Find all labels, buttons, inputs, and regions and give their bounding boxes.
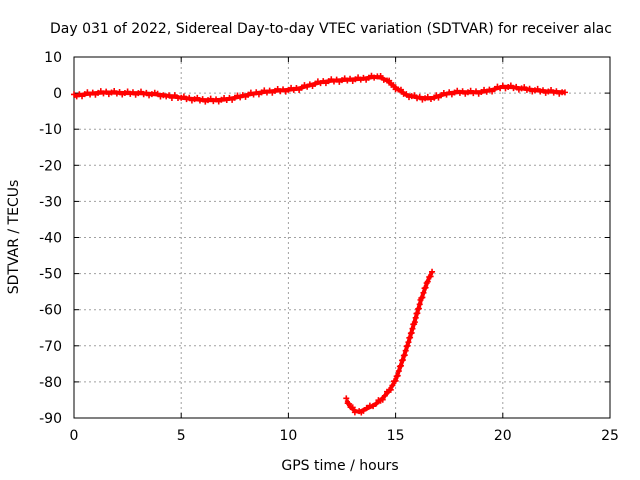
data-point [424,93,431,100]
x-tick-label: 10 [279,428,297,444]
data-point [160,92,167,99]
data-point [171,92,178,99]
chart-title: Day 031 of 2022, Sidereal Day-to-day VTE… [50,21,612,37]
data-point [405,339,412,346]
data-point [397,362,404,369]
data-point [399,357,406,364]
y-axis-label: SDTVAR / TECUs [6,180,22,295]
data-point [408,329,415,336]
data-point [424,278,431,285]
data-point [419,294,426,301]
data-point [404,342,411,349]
data-point [379,396,386,403]
y-tick-label: -20 [39,158,62,174]
x-tick-label: 20 [494,428,512,444]
data-point [402,347,409,354]
data-point [343,395,350,402]
data-point [371,74,378,81]
data-point [351,409,358,416]
data-point [427,95,434,102]
data-point [412,314,419,321]
grid-layer [74,57,610,418]
data-point [360,407,367,414]
data-point [409,325,416,332]
series-main [71,72,568,105]
series-negative-excursion [343,268,436,416]
data-point [414,310,421,317]
y-tick-label: 10 [44,50,62,66]
y-tick-label: -40 [39,231,62,247]
data-point [411,319,418,326]
data-point [429,268,436,275]
data-point [397,86,404,93]
y-tick-label: -10 [39,122,62,138]
data-point [390,82,397,89]
data-point [427,273,434,280]
y-tick-label: -30 [39,194,62,210]
data-point [349,404,356,411]
y-tick-label: -60 [39,303,62,319]
data-point [387,386,394,393]
data-point [411,92,418,99]
data-point [415,305,422,312]
y-tick-label: -70 [39,339,62,355]
x-tick-label: 25 [601,428,619,444]
data-point [416,301,423,308]
data-markers [71,72,568,416]
data-point [373,400,380,407]
data-point [407,334,414,341]
data-point [401,352,408,359]
x-tick-label: 15 [387,428,405,444]
data-point [346,400,353,407]
data-point [389,382,396,389]
data-point [420,289,427,296]
y-tick-label: -80 [39,375,62,391]
data-point [370,403,377,410]
x-tick-label: 5 [177,428,186,444]
data-point [386,77,393,84]
x-tick-label: 0 [70,428,79,444]
data-point [381,392,388,399]
data-point [377,72,384,79]
tick-marks [73,56,611,419]
data-point [392,377,399,384]
tick-labels: 0 5 10 15 20 25 10 0 -10 -20 -30 -40 -50 -60 -70 -80 -90 [39,50,619,444]
data-point [168,94,175,101]
data-point [394,372,401,379]
data-point [363,404,370,411]
x-axis-label: GPS time / hours [281,458,398,474]
y-tick-label: 0 [53,86,62,102]
y-tick-label: -50 [39,267,62,283]
y-tick-label: -90 [39,411,62,427]
data-point [403,91,410,98]
data-point [395,368,402,375]
data-point [151,89,158,96]
data-point [422,284,429,291]
data-point [561,89,568,96]
